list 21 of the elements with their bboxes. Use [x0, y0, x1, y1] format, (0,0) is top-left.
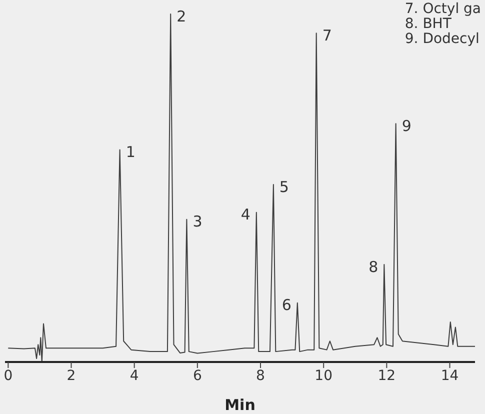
annotation: 7. Octyl ga — [404, 1, 481, 17]
annotation: 6 — [282, 296, 292, 314]
x-tick-label: 0 — [4, 368, 13, 384]
annotation: 7 — [322, 26, 332, 44]
annotation: 4 — [240, 206, 250, 224]
x-tick-label: 10 — [314, 368, 333, 384]
annotation: 9 — [402, 116, 412, 135]
annotation: 9. Dodecyl — [404, 31, 480, 47]
x-tick-label: 4 — [130, 368, 139, 384]
annotation: 1 — [126, 143, 136, 162]
x-tick-label: 14 — [440, 368, 459, 384]
annotation: 3 — [192, 212, 202, 231]
x-tick-label: 8 — [256, 368, 265, 384]
annotation: 5 — [279, 178, 289, 196]
annotation: 2 — [176, 7, 186, 26]
annotation: 8 — [368, 258, 378, 276]
x-tick-label: 6 — [192, 368, 202, 384]
x-axis-title: Min — [224, 396, 256, 414]
annotation: 8. BHT — [404, 16, 452, 32]
x-tick-label: 2 — [66, 368, 76, 384]
x-tick-label: 12 — [378, 368, 396, 384]
